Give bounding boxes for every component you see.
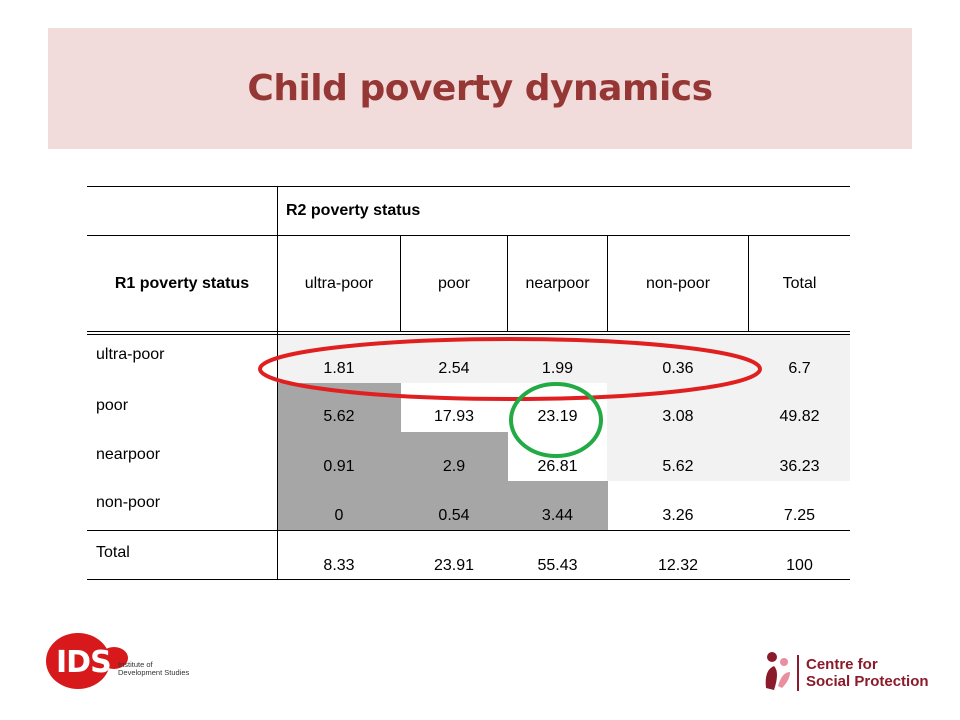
slide-title: Child poverty dynamics [247,68,713,109]
ids-text-line1: Institute of [118,660,153,669]
row-label-non-poor: non-poor [96,494,161,511]
cell-r0-c2: 1.99 [541,360,574,377]
ids-logo-mark [46,633,128,689]
cell-r1-c0: 5.62 [323,408,355,425]
cell-r0-c4: 6.7 [788,360,811,377]
col-sep-2 [507,235,508,332]
cell-r3-c4: 7.25 [783,507,816,524]
csp-figure-icon [765,652,790,690]
row-label-poor: poor [96,397,129,414]
col-sep-4 [748,235,749,332]
total-top-line [87,530,850,531]
cell-r4-c4: 100 [786,557,813,574]
cell-r2-c1: 2.9 [442,458,466,475]
col-header-ultra-poor: ultra-poor [304,275,374,292]
col-header-poor: poor [437,275,471,292]
csp-text-line2: Social Protection [806,673,929,690]
cell-r2-c4: 36.23 [779,458,820,475]
cell-r1-c1: 17.93 [433,408,475,425]
cell-r4-c3: 12.32 [657,557,699,574]
cell-r2-c0: 0.91 [323,458,355,475]
table-bottom-line [87,579,850,580]
ids-logo-text: Institute of Development Studies [118,661,189,677]
title-band: Child poverty dynamics [48,28,912,149]
col-header-nearpoor: nearpoor [525,275,590,292]
cell-r4-c1: 23.91 [433,557,475,574]
csp-text-line1: Centre for [806,656,878,673]
cell-r3-c0: 0 [334,507,344,524]
table-top-line [87,186,850,187]
cell-r2-c2: 26.81 [537,458,578,475]
col-sep-3 [607,235,608,332]
cell-r3-c3: 3.26 [662,507,694,524]
col-header-total: Total [782,275,817,292]
header-bottom-line-1 [87,331,850,332]
cell-r4-c2: 55.43 [537,557,578,574]
cell-r0-c3: 0.36 [662,360,694,377]
cell-r3-c2: 3.44 [541,507,574,524]
row-header: R1 poverty status [114,275,250,292]
cell-r0-c1: 2.54 [438,360,470,377]
cell-r0-c0: 1.81 [323,360,355,377]
shade-grey-3 [278,481,608,530]
col-header-non-poor: non-poor [645,275,711,292]
ids-text-line2: Development Studies [118,668,190,677]
ids-logo-letters: IDS [56,645,112,680]
shade-grey-2 [278,432,508,481]
col-group-header: R2 poverty status [286,202,421,219]
cell-r2-c3: 5.62 [662,458,694,475]
cell-r1-c2: 23.19 [537,408,578,425]
cell-r1-c4: 49.82 [779,408,820,425]
row-label-total: Total [96,544,130,561]
cell-r1-c3: 3.08 [662,408,694,425]
header-bottom-line-2 [87,334,850,335]
header-line [87,235,850,236]
csp-divider [797,655,799,691]
cell-r3-c1: 0.54 [438,507,470,524]
cell-r4-c0: 8.33 [323,557,355,574]
row-label-nearpoor: nearpoor [96,446,161,463]
col-sep-1 [400,235,401,332]
csp-logo-text: Centre for Social Protection [806,656,929,690]
row-label-ultra-poor: ultra-poor [96,346,165,363]
